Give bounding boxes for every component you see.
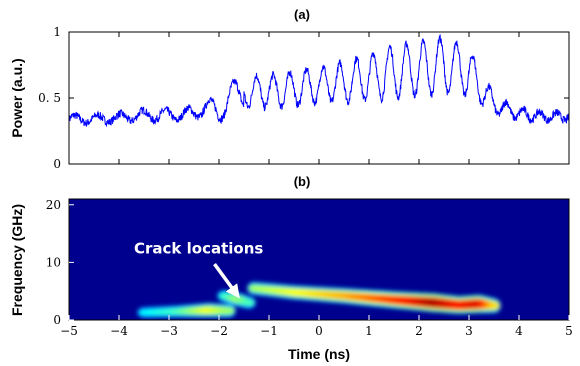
crack-locations-label: Crack locations [134, 240, 263, 258]
time-xtick-label: −5 [60, 324, 78, 338]
time-xtick-label: 4 [515, 324, 523, 338]
time-xtick-label: 0 [315, 324, 323, 338]
power-ytick-label: 1 [53, 25, 61, 39]
power-plot: 0 0. 5 1 [38, 25, 570, 171]
crack-locations-arrow [213, 263, 240, 299]
spectrogram-ridge-segment [488, 302, 500, 309]
time-xtick-label: 3 [465, 324, 473, 338]
spectrogram-ridge-segment [243, 300, 255, 306]
power-axis-label: Power (a.u.) [9, 58, 25, 137]
time-xtick-label: −1 [260, 324, 278, 338]
panel-a-title: (a) [294, 7, 310, 22]
time-xtick-label: 2 [415, 324, 423, 338]
time-xtick-label: 5 [565, 324, 573, 338]
frequency-axis-label: Frequency (GHz) [9, 204, 25, 316]
time-xtick-label: −4 [110, 324, 128, 338]
spectrogram-plot [69, 199, 569, 320]
frequency-ytick-label: 20 [46, 198, 61, 212]
frequency-ytick-label: 0 [53, 313, 61, 327]
power-plot-frame [68, 31, 570, 165]
panel-b-title: (b) [294, 174, 311, 189]
power-trace-line [68, 34, 570, 128]
spectrogram-ridge-segment [223, 307, 235, 314]
annotation-layer: Crack locations [134, 240, 263, 299]
time-xtick-label: 1 [365, 324, 373, 338]
time-axis-label: Time (ns) [288, 346, 350, 362]
power-ytick-label: 0 [53, 157, 61, 171]
time-xtick-label: −3 [160, 324, 178, 338]
frequency-ytick-label: 10 [46, 255, 61, 269]
power-ytick-label: 0. 5 [38, 91, 61, 105]
time-xtick-label: −2 [210, 324, 228, 338]
